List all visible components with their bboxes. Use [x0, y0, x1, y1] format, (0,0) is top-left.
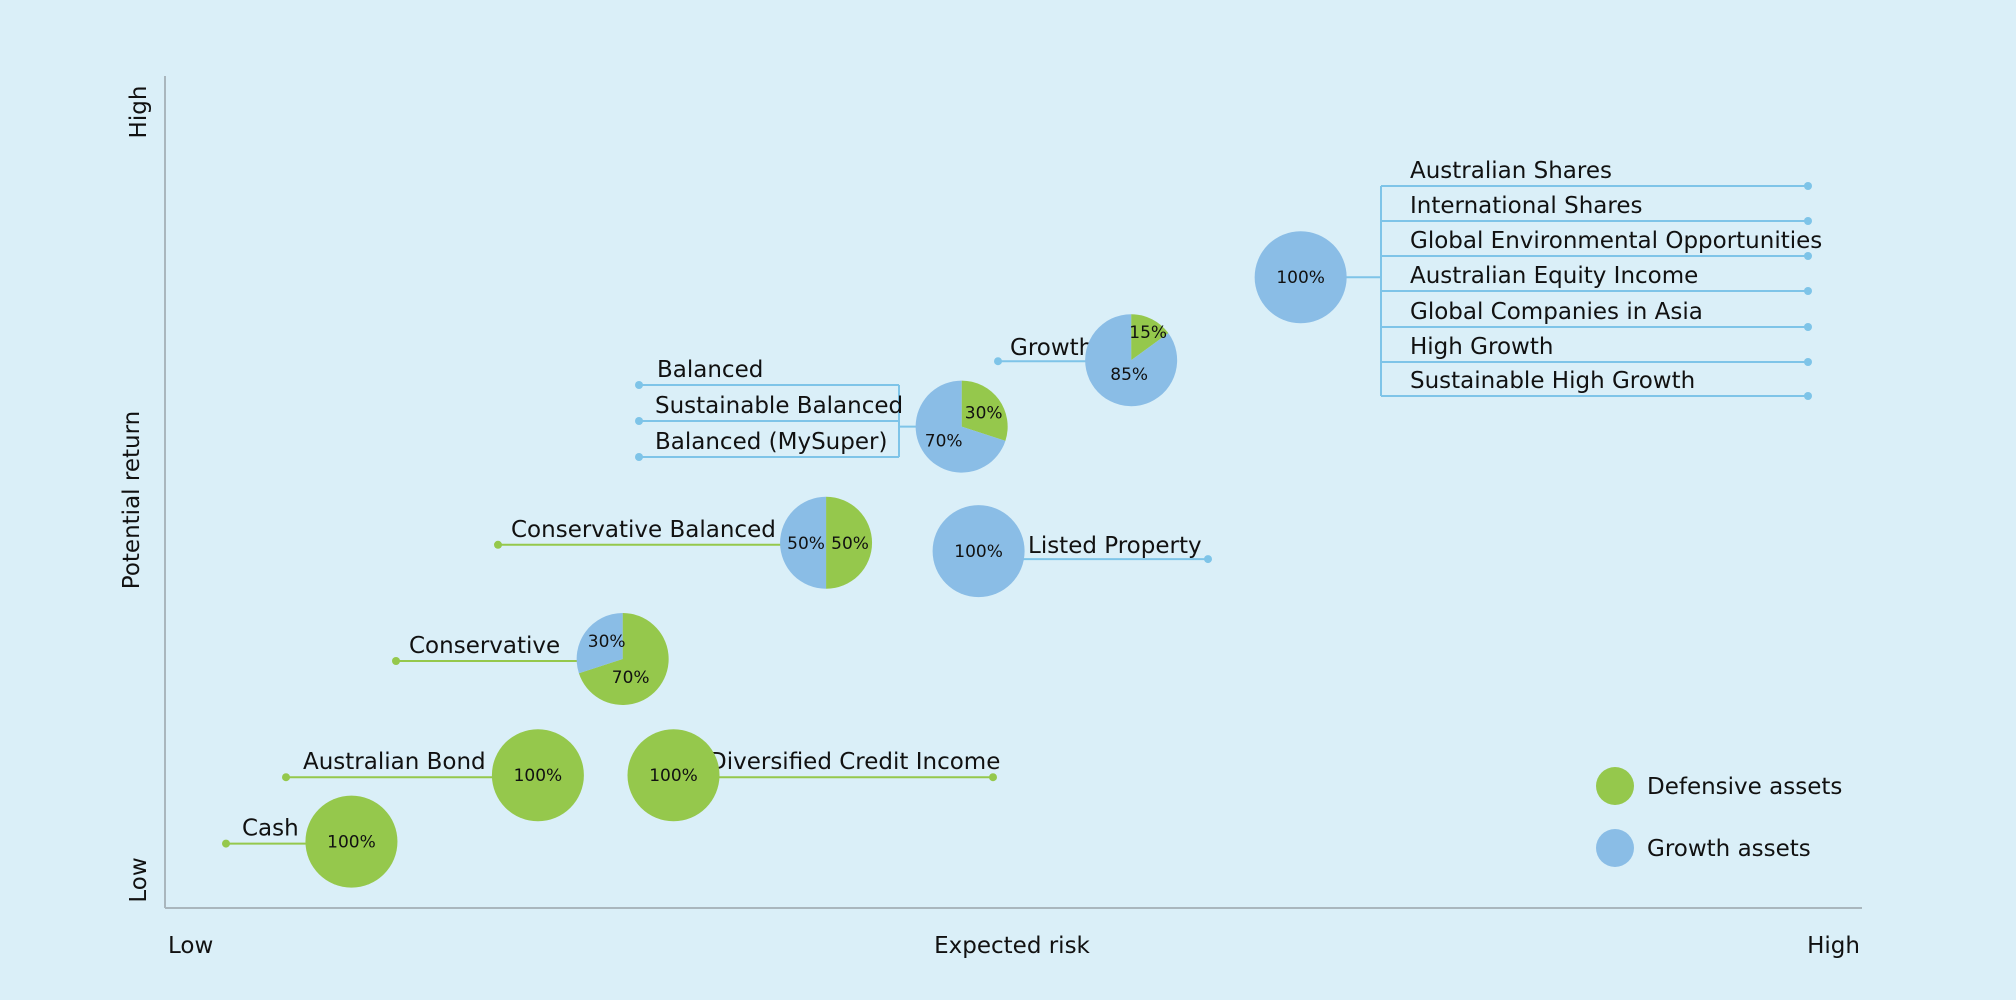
leader-dot	[392, 657, 400, 665]
pct-label-growth: 85%	[1110, 365, 1148, 385]
leader-dot	[1804, 287, 1812, 295]
fund-label-high-growth-group-4: Global Companies in Asia	[1410, 299, 1703, 325]
pct-label-growth: 100%	[1276, 268, 1325, 288]
legend: Defensive assets Growth assets	[1596, 767, 1842, 867]
pct-label-defensive: 100%	[649, 766, 698, 786]
fund-label-conservative-balanced: Conservative Balanced	[511, 517, 776, 543]
x-tick-label: Low	[168, 933, 213, 959]
pie-growth: 15% 85%	[1085, 314, 1178, 407]
fund-labels: Cash Australian Bond Diversified Credit In…	[242, 158, 1822, 842]
fund-label-high-growth-group-1: International Shares	[1410, 193, 1642, 219]
growth-slice	[1085, 314, 1178, 407]
growth-slice	[932, 505, 1025, 598]
leader-dot	[282, 773, 290, 782]
leader-dot	[1804, 182, 1812, 190]
x-tick-label: High	[1807, 933, 1860, 959]
pie-conservative: 30% 70%	[576, 612, 669, 705]
pct-label-defensive: 15%	[1129, 323, 1167, 343]
pct-label-defensive: 100%	[514, 766, 563, 786]
defensive-slice	[826, 496, 873, 589]
pie-australian-bond: 100%	[491, 729, 584, 822]
leader-dot	[222, 839, 230, 848]
leader-dot	[635, 381, 643, 389]
fund-label-listed-property: Listed Property	[1028, 533, 1202, 559]
growth-slice	[780, 496, 827, 589]
leader-dot	[1204, 555, 1212, 564]
pct-label-defensive: 70%	[612, 668, 650, 688]
growth-slice	[1254, 231, 1347, 324]
pct-label-defensive: 100%	[327, 833, 376, 853]
leader-dot	[1804, 392, 1812, 400]
fund-label-cash: Cash	[242, 816, 299, 842]
defensive-slice	[491, 729, 584, 822]
leader-dot	[1804, 323, 1812, 331]
growth-slice	[576, 613, 623, 674]
pct-label-growth: 70%	[925, 432, 963, 452]
defensive-slice	[578, 612, 669, 705]
pie-diversified-credit-income: 100%	[627, 729, 720, 822]
pct-label-growth: 100%	[954, 542, 1003, 562]
fund-label-balanced-1: Sustainable Balanced	[655, 393, 903, 419]
fund-label-balanced-2: Balanced (MySuper)	[655, 429, 887, 455]
pie-conservative-balanced: 50% 50%	[780, 496, 873, 589]
fund-label-australian-bond: Australian Bond	[303, 749, 486, 775]
leader-dot	[635, 453, 643, 461]
leader-dot	[635, 417, 643, 425]
fund-label-growth: Growth	[1010, 335, 1093, 361]
leader-dot	[994, 357, 1002, 366]
legend-swatch-defensive	[1596, 767, 1634, 805]
defensive-slice	[1131, 314, 1169, 361]
leader-dot	[1804, 217, 1812, 225]
fund-label-diversified-credit-income: Diversified Credit Income	[709, 749, 1000, 775]
y-axis-title: Potential return	[119, 411, 145, 589]
pct-label-growth: 30%	[588, 632, 626, 652]
leader-dot	[1804, 252, 1812, 260]
fund-label-high-growth-group-6: Sustainable High Growth	[1410, 368, 1695, 394]
legend-swatch-growth	[1596, 829, 1634, 867]
pct-label-growth: 50%	[831, 534, 869, 554]
pct-label-defensive: 50%	[787, 534, 825, 554]
leader-dot	[494, 540, 502, 549]
x-axis-title: Expected risk	[934, 933, 1090, 959]
leader-dot	[1804, 358, 1812, 366]
axes: Low High Expected risk Low High Potential ret…	[119, 76, 1862, 959]
pie-high-growth-group: 100%	[1254, 231, 1347, 324]
legend-label-growth: Growth assets	[1647, 836, 1811, 862]
legend-label-defensive: Defensive assets	[1647, 774, 1842, 800]
pie-listed-property: 100%	[932, 505, 1025, 598]
fund-label-balanced-0: Balanced	[657, 357, 763, 383]
fund-label-high-growth-group-2: Global Environmental Opportunities	[1410, 228, 1822, 254]
y-tick-label: Low	[126, 857, 152, 902]
growth-slice	[915, 380, 1006, 473]
fund-label-high-growth-group-5: High Growth	[1410, 334, 1553, 360]
allocation-pies: 100%100% 100%30%70%50% 50% 100%30%70%15%85%…	[305, 231, 1347, 888]
pie-balanced: 30%70%	[915, 380, 1008, 473]
defensive-slice	[627, 729, 720, 822]
leader-dot	[989, 773, 997, 782]
label-leader-lines	[222, 182, 1812, 848]
pie-cash: 100%	[305, 795, 398, 888]
fund-label-high-growth-group-0: Australian Shares	[1410, 158, 1612, 184]
fund-label-high-growth-group-3: Australian Equity Income	[1410, 263, 1698, 289]
defensive-slice	[961, 380, 1008, 441]
y-tick-label: High	[126, 86, 152, 139]
pct-label-defensive: 30%	[965, 404, 1003, 424]
defensive-slice	[305, 795, 398, 888]
fund-label-conservative: Conservative	[409, 633, 560, 659]
